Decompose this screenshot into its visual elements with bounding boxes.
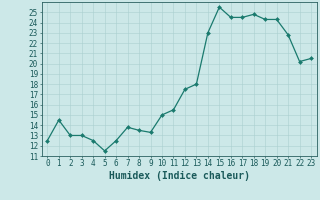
X-axis label: Humidex (Indice chaleur): Humidex (Indice chaleur) (109, 171, 250, 181)
